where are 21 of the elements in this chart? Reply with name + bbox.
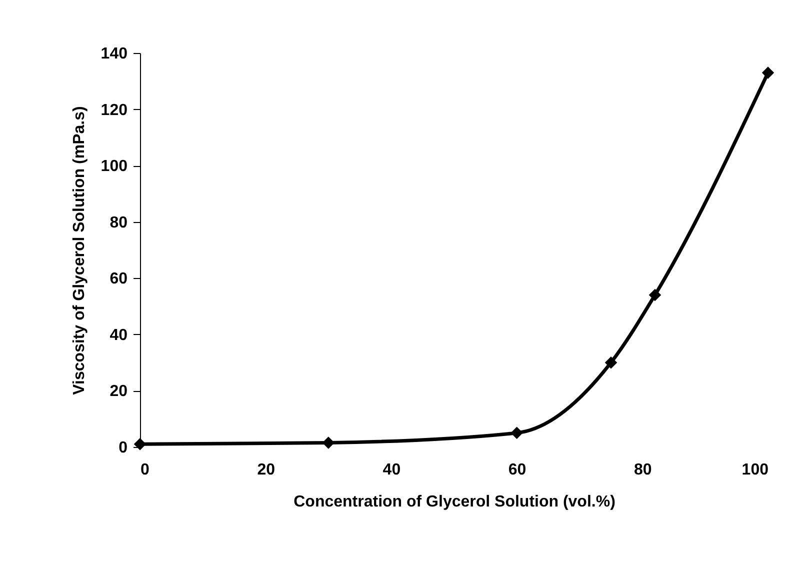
y-tick-label: 100 [100,158,128,176]
x-tick-label: 80 [634,462,652,478]
point [648,288,662,302]
y-tick-label: 80 [110,214,128,232]
y-tick-label: 40 [110,326,128,344]
y-tick-label: 60 [110,270,128,288]
point [762,66,774,79]
y-tick-label: 120 [100,102,128,119]
y-tick-label: 140 [100,46,128,62]
point [604,356,618,369]
x-tick-label: 40 [382,462,401,478]
point [510,426,523,440]
x-tick-label: 100 [742,462,769,478]
x-tick-label: 60 [508,462,526,478]
x-axis-title: Concentration of Glycerol Solution (vol.%) [294,494,616,510]
y-tick-label: 0 [118,440,128,456]
x-tick-label: 20 [257,462,276,478]
y-axis-title: Viscosity of Glycerol Solution (mPa.s) [70,106,88,395]
point [322,436,335,449]
y-tick-label: 20 [110,383,128,400]
x-tick-label: 0 [140,462,150,478]
